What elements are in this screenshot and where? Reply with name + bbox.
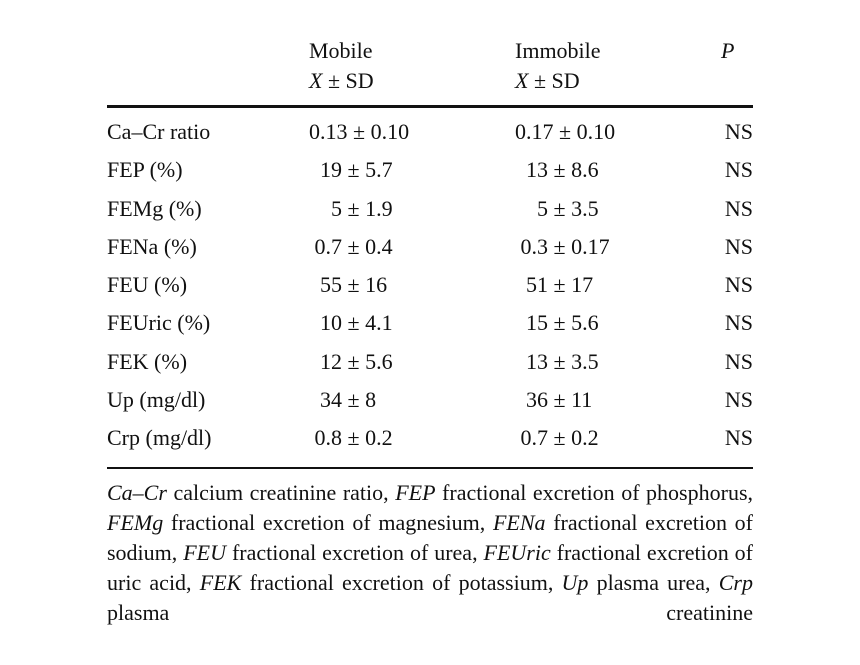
footnote-abbr: FENa	[492, 510, 546, 535]
row-label: Up (mg/dl)	[107, 387, 206, 413]
row-mobile-value: 10 ± 4.1	[309, 310, 393, 336]
row-p-value: NS	[724, 272, 753, 298]
row-label: FEK (%)	[107, 348, 188, 374]
row-mobile-value: 19 ± 5.7	[309, 157, 393, 183]
row-mobile-value: 34 ± 8	[309, 387, 377, 413]
row-immobile-value: 36 ± 11	[515, 387, 593, 413]
row-mobile-value: 5 ± 1.9	[309, 195, 393, 221]
header-immobile: Immobile X ± SD	[515, 36, 601, 96]
row-label: Ca–Cr ratio	[107, 119, 211, 144]
row-label: FEUric (%)	[107, 310, 211, 336]
row-immobile-value: 0.17 ± 0.10	[515, 119, 616, 144]
table-row: FENa (%) 0.7 ± 0.4 0.3 ± 0.17 NS	[107, 233, 753, 271]
footnote-definition: plasma urea,	[588, 570, 719, 595]
row-p-value: NS	[724, 425, 753, 451]
bottom-rule	[107, 467, 753, 469]
footnote-abbr: Crp	[718, 570, 753, 595]
row-immobile-value: 51 ± 17	[515, 272, 594, 298]
header-mobile-title: Mobile	[309, 38, 373, 63]
footnote-abbr: FEP	[395, 480, 436, 505]
footnote-abbr: FEUric	[483, 540, 551, 565]
row-mobile-value: 0.8 ± 0.2	[309, 425, 393, 451]
header-mobile-var: X	[309, 68, 323, 93]
row-immobile-value: 0.7 ± 0.2	[515, 425, 599, 451]
row-label: FEMg (%)	[107, 195, 202, 221]
header-mobile-sd: ± SD	[322, 68, 374, 93]
row-mobile-value: 12 ± 5.6	[309, 348, 393, 374]
footnote-definition: fractional excretion of uric acid,	[107, 540, 753, 595]
footnote-definition: fractional excretion of phosphorus,	[435, 480, 754, 505]
row-label: FENa (%)	[107, 233, 197, 259]
footnote-abbr: FEU	[183, 540, 226, 565]
row-immobile-value: 15 ± 5.6	[515, 310, 599, 336]
row-immobile-value: 0.3 ± 0.17	[515, 233, 610, 259]
row-p-value: NS	[724, 195, 753, 221]
row-p-value: NS	[724, 348, 753, 374]
row-immobile-value: 5 ± 3.5	[515, 195, 599, 221]
header-immobile-stat: X ± SD	[515, 66, 601, 96]
table-row: FEK (%) 12 ± 5.6 13 ± 3.5 NS	[107, 348, 753, 386]
header-p: P	[721, 38, 735, 63]
row-p-value: NS	[724, 310, 753, 336]
footnote-definition: fractional excretion of magnesium,	[163, 510, 493, 535]
row-mobile-value: 0.13 ± 0.10	[309, 119, 410, 144]
table-row: FEUric (%) 10 ± 4.1 15 ± 5.6 NS	[107, 309, 753, 347]
row-mobile-value: 0.7 ± 0.4	[309, 233, 393, 259]
table-footnote: Ca–Cr calcium creatinine ratio, FEP frac…	[107, 478, 753, 628]
header-mobile-stat: X ± SD	[309, 66, 374, 96]
footnote-abbr: FEMg	[107, 510, 164, 535]
header-immobile-var: X	[515, 68, 529, 93]
row-mobile-value: 55 ± 16	[309, 272, 388, 298]
header-immobile-title: Immobile	[515, 38, 601, 63]
table-row: Ca–Cr ratio 0.13 ± 0.10 0.17 ± 0.10 NS	[107, 118, 753, 156]
footnote-definition: fractional excretion of urea,	[226, 540, 484, 565]
row-p-value: NS	[724, 157, 753, 183]
header-mobile: Mobile X ± SD	[309, 36, 374, 96]
table-row: Crp (mg/dl) 0.8 ± 0.2 0.7 ± 0.2 NS	[107, 424, 753, 462]
row-label: Crp (mg/dl)	[107, 425, 212, 451]
row-p-value: NS	[724, 119, 753, 144]
table-row: FEU (%) 55 ± 16 51 ± 17 NS	[107, 271, 753, 309]
header-immobile-sd: ± SD	[528, 68, 580, 93]
row-p-value: NS	[724, 387, 753, 413]
table-header: Mobile X ± SD Immobile X ± SD P	[107, 32, 753, 104]
footnote-definition: fractional excretion of sodium,	[107, 510, 753, 565]
table-body: Ca–Cr ratio 0.13 ± 0.10 0.17 ± 0.10 NS FEP (…	[107, 118, 753, 463]
row-label: FEU (%)	[107, 272, 188, 298]
footnote-abbr: FEK	[199, 570, 242, 595]
footnote-definition: plasma creatinine	[107, 600, 753, 625]
table-row: FEMg (%) 5 ± 1.9 5 ± 3.5 NS	[107, 195, 753, 233]
footnote-definition: calcium creatinine ratio,	[166, 480, 396, 505]
footnote-definition: fractional excretion of potassium,	[241, 570, 562, 595]
row-label: FEP (%)	[107, 157, 183, 183]
row-p-value: NS	[724, 233, 753, 259]
data-table: Mobile X ± SD Immobile X ± SD P	[107, 32, 753, 469]
row-immobile-value: 13 ± 3.5	[515, 348, 599, 374]
row-immobile-value: 13 ± 8.6	[515, 157, 599, 183]
header-rule	[107, 105, 753, 108]
footnote-abbr: Up	[561, 570, 589, 595]
table-row: Up (mg/dl) 34 ± 8 36 ± 11 NS	[107, 386, 753, 424]
table-row: FEP (%) 19 ± 5.7 13 ± 8.6 NS	[107, 156, 753, 194]
footnote-abbr: Ca–Cr	[107, 480, 167, 505]
